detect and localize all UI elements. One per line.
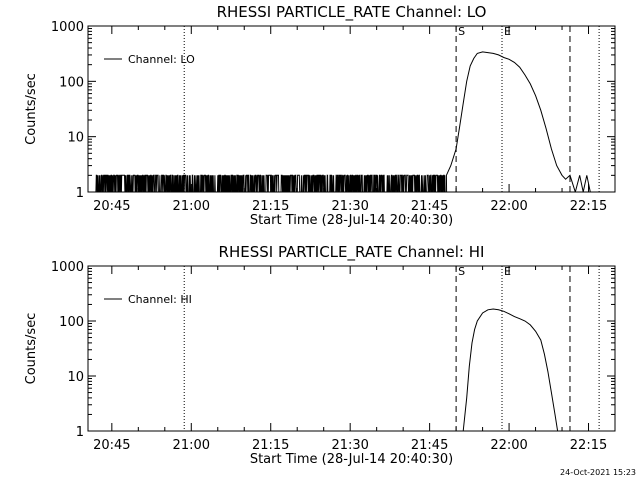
x-tick-label: 22:15 — [570, 199, 607, 214]
x-tick-label: 21:15 — [252, 199, 289, 214]
x-tick-label: 22:00 — [490, 438, 527, 453]
x-tick-label: 20:45 — [93, 199, 130, 214]
panel-lo: RHESSI PARTICLE_RATE Channel: LO 1 10 100 10… — [24, 3, 616, 228]
x-tick-label: 21:45 — [411, 199, 448, 214]
y-tick-label: 100 — [59, 315, 84, 330]
y-tick-label: 100 — [59, 75, 84, 90]
x-axis-label: Start Time (28-Jul-14 20:40:30) — [250, 213, 453, 228]
x-tick-label: 21:30 — [331, 438, 368, 453]
y-tick-label: 1000 — [51, 260, 84, 275]
y-tick-label: 1000 — [51, 20, 84, 35]
marker-label-e: E — [504, 265, 511, 278]
marker-label-e: E — [504, 25, 511, 38]
series-line — [95, 51, 597, 192]
legend-label: Channel: LO — [128, 53, 195, 66]
x-tick-label: 21:30 — [331, 199, 368, 214]
x-tick-label: 22:15 — [570, 438, 607, 453]
chart-title: RHESSI PARTICLE_RATE Channel: LO — [217, 3, 487, 22]
x-tick-label: 20:45 — [93, 438, 130, 453]
plot-frame — [87, 25, 616, 193]
legend-label: Channel: HI — [128, 293, 192, 306]
y-tick-label: 10 — [67, 131, 84, 146]
x-tick-label: 21:00 — [173, 438, 210, 453]
marker-label-s: S — [458, 265, 465, 278]
footer-timestamp: 24-Oct-2021 15:23 — [560, 468, 636, 477]
chart-title: RHESSI PARTICLE_RATE Channel: HI — [219, 243, 485, 262]
panel-hi: RHESSI PARTICLE_RATE Channel: HI 1 10 100 10… — [24, 243, 616, 467]
x-tick-label: 21:15 — [252, 438, 289, 453]
x-tick-label: 22:00 — [490, 199, 527, 214]
x-axis-label: Start Time (28-Jul-14 20:40:30) — [250, 452, 453, 467]
x-tick-label: 21:45 — [411, 438, 448, 453]
marker-label-s: S — [458, 25, 465, 38]
y-axis-label: Counts/sec — [24, 313, 39, 385]
y-tick-label: 1 — [76, 425, 84, 440]
y-tick-label: 10 — [67, 370, 84, 385]
x-tick-label: 21:00 — [173, 199, 210, 214]
y-tick-label: 1 — [76, 186, 84, 201]
y-axis-label: Counts/sec — [24, 73, 39, 145]
plot-frame — [87, 265, 616, 432]
series-line — [462, 308, 559, 431]
